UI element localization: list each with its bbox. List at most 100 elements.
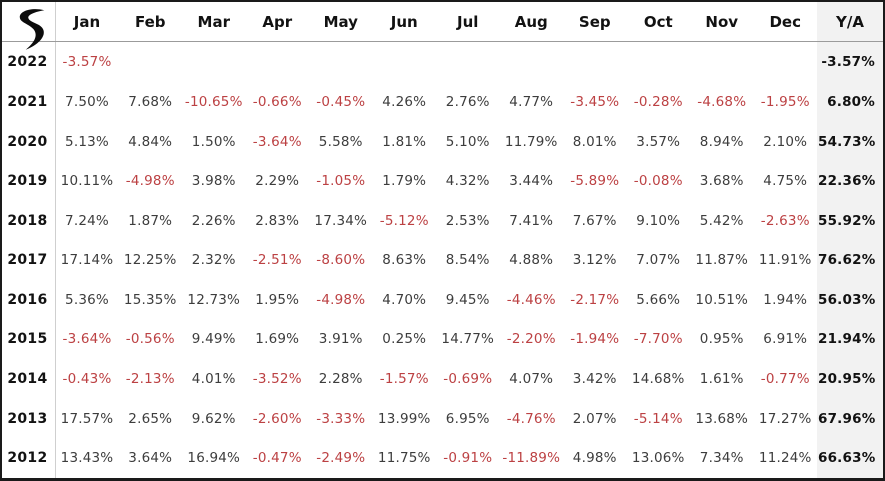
month-return-cell: -4.68%: [697, 93, 747, 110]
month-return-cell: [182, 42, 246, 83]
month-return-cell: 10.11%: [60, 173, 114, 190]
month-return-cell: 3.68%: [699, 173, 744, 190]
table-header-row: Jan Feb Mar Apr May Jun Jul Aug Sep Oct Nov Dec Y/A: [2, 2, 883, 50]
month-return-cell: -0.08%: [633, 173, 683, 190]
table-row-2013: 2013 17.57% 2.65% 9.62% -2.60% -3.33% 13.99% 6.…: [2, 398, 883, 439]
month-return-cell: 10.51%: [695, 291, 749, 308]
month-return-cell: -2.60%: [252, 410, 302, 427]
month-return-cell: -3.64%: [252, 133, 302, 150]
month-return-cell: 1.87%: [128, 212, 173, 229]
month-return-cell: -1.57%: [379, 371, 429, 387]
column-header-jul: Jul: [436, 2, 500, 42]
month-return-cell: 5.10%: [445, 133, 490, 150]
month-return-cell: 13.99%: [377, 410, 431, 427]
month-return-cell: -2.13%: [125, 371, 175, 387]
r-swoosh-logo: [19, 9, 45, 50]
month-return-cell: [627, 42, 691, 83]
month-return-cell: 2.26%: [191, 212, 236, 229]
month-return-cell: -4.46%: [506, 291, 556, 308]
annual-return-cell: 22.36%: [817, 161, 883, 201]
month-return-cell: -2.63%: [760, 212, 810, 229]
month-return-cell: [754, 42, 818, 83]
month-return-cell: -2.20%: [506, 331, 556, 348]
table-row-2015: 2015 -3.64% -0.56% 9.49% 1.69% 3.91% 0.25% 14.7…: [2, 319, 883, 360]
month-return-cell: 16.94%: [187, 450, 241, 467]
month-return-cell: 11.87%: [695, 252, 749, 269]
year-label: 2020: [2, 121, 56, 162]
year-label: 2018: [2, 200, 56, 241]
month-return-cell: 14.77%: [441, 331, 495, 348]
month-return-cell: 7.50%: [65, 93, 109, 110]
year-label: 2016: [2, 280, 56, 320]
month-return-cell: -1.95%: [760, 93, 810, 110]
month-return-cell: -3.52%: [252, 371, 302, 387]
month-return-cell: 1.50%: [191, 133, 236, 150]
month-return-cell: 5.58%: [318, 133, 363, 150]
annual-return-cell: 54.73%: [817, 121, 883, 162]
month-return-cell: -4.76%: [506, 410, 556, 427]
month-return-cell: 2.10%: [763, 133, 808, 150]
month-return-cell: -4.98%: [125, 173, 175, 190]
month-return-cell: -2.17%: [570, 291, 620, 308]
month-return-cell: 13.68%: [695, 410, 749, 427]
year-label: 2013: [2, 398, 56, 439]
annual-return-cell: 55.92%: [817, 200, 883, 241]
month-return-cell: -5.14%: [633, 410, 683, 427]
month-return-cell: 2.28%: [318, 371, 363, 387]
annual-return-cell: 6.80%: [817, 82, 883, 122]
month-return-cell: 1.61%: [699, 371, 744, 387]
column-header-mar: Mar: [182, 2, 246, 42]
month-return-cell: 1.95%: [255, 291, 300, 308]
column-header-jan: Jan: [55, 2, 119, 42]
month-return-cell: -4.98%: [316, 291, 366, 308]
month-return-cell: 2.32%: [191, 252, 236, 269]
month-return-cell: 8.01%: [572, 133, 617, 150]
month-return-cell: 1.79%: [382, 173, 427, 190]
month-return-cell: 15.35%: [123, 291, 177, 308]
month-return-cell: 4.88%: [509, 252, 554, 269]
month-return-cell: 9.10%: [636, 212, 681, 229]
month-return-cell: 7.67%: [572, 212, 617, 229]
month-return-cell: 9.45%: [445, 291, 490, 308]
month-return-cell: 8.63%: [382, 252, 427, 269]
annual-return-cell: -3.57%: [817, 41, 883, 83]
month-return-cell: 5.42%: [699, 212, 744, 229]
column-header-may: May: [309, 2, 373, 42]
month-return-cell: 5.66%: [636, 291, 681, 308]
month-return-cell: 2.53%: [445, 212, 490, 229]
month-return-cell: 5.36%: [65, 291, 109, 308]
column-header-sep: Sep: [563, 2, 627, 42]
month-return-cell: 4.84%: [128, 133, 173, 150]
month-return-cell: 3.12%: [572, 252, 617, 269]
month-return-cell: 4.01%: [191, 371, 236, 387]
month-return-cell: 3.42%: [572, 371, 617, 387]
month-return-cell: -0.91%: [443, 450, 493, 467]
month-return-cell: -7.70%: [633, 331, 683, 348]
month-return-cell: [119, 42, 183, 83]
month-return-cell: 12.25%: [123, 252, 177, 269]
table-row-2020: 2020 5.13% 4.84% 1.50% -3.64% 5.58% 1.81% 5.10%…: [2, 121, 883, 162]
month-return-cell: 17.27%: [758, 410, 812, 427]
column-header-feb: Feb: [118, 2, 182, 42]
month-return-cell: -2.51%: [252, 252, 302, 269]
month-return-cell: 17.57%: [60, 410, 114, 427]
month-return-cell: 7.34%: [699, 450, 744, 467]
month-return-cell: -0.45%: [316, 93, 366, 110]
month-return-cell: [246, 42, 310, 83]
month-return-cell: -10.65%: [184, 93, 243, 110]
annual-return-cell: 20.95%: [817, 359, 883, 399]
column-header-jun: Jun: [372, 2, 436, 42]
year-label: 2017: [2, 240, 56, 281]
month-return-cell: [690, 42, 754, 83]
table-row-2019: 2019 10.11% -4.98% 3.98% 2.29% -1.05% 1.79% 4.3…: [2, 161, 883, 201]
month-return-cell: 0.25%: [382, 331, 427, 348]
month-return-cell: -0.56%: [125, 331, 175, 348]
month-return-cell: -3.57%: [62, 54, 112, 71]
table-row-2022: 2022 -3.57% -3.57%: [2, 41, 883, 83]
month-return-cell: -0.69%: [443, 371, 493, 387]
year-label: 2014: [2, 359, 56, 399]
month-return-cell: -3.45%: [570, 93, 620, 110]
month-return-cell: -0.66%: [252, 93, 302, 110]
annual-return-cell: 66.63%: [817, 438, 883, 478]
